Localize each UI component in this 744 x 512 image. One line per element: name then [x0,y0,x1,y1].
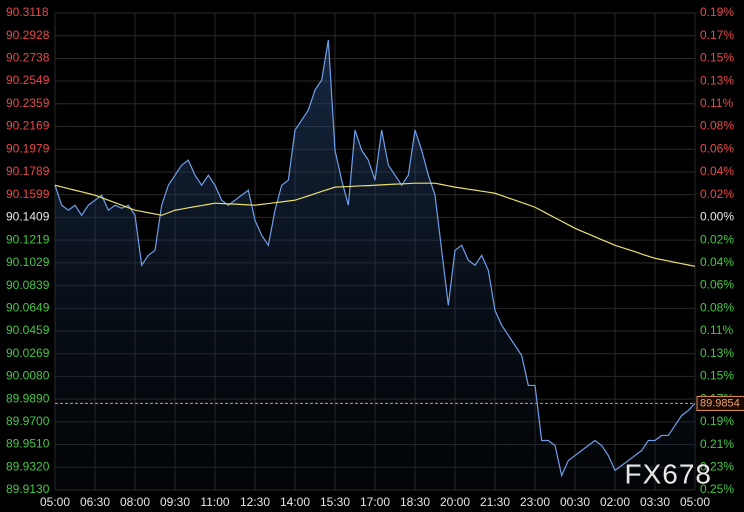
x-tick-label: 18:30 [400,495,430,509]
x-tick-label: 08:00 [120,495,150,509]
y-tick-label: 90.1979 [6,141,50,155]
y2-tick-label: 0.04% [700,255,734,269]
y2-tick-label: 0.19% [700,414,734,428]
y-tick-label: 90.0269 [6,346,50,360]
y2-tick-label: 0.21% [700,437,734,451]
x-tick-label: 02:00 [600,495,630,509]
y-tick-label: 90.0839 [6,278,50,292]
x-tick-label: 15:30 [320,495,350,509]
y-tick-label: 89.9890 [6,391,50,405]
y2-tick-label: 0.15% [700,51,734,65]
x-tick-label: 20:00 [440,495,470,509]
x-tick-label: 05:00 [680,495,710,509]
y2-tick-label: 0.00% [700,210,734,224]
y2-tick-label: 0.06% [700,141,734,155]
y2-tick-label: 0.11% [700,323,733,337]
plot [54,39,696,490]
y2-tick-label: 0.25% [700,482,734,496]
y2-tick-label: 0.13% [700,346,734,360]
y2-tick-label: 0.15% [700,369,734,383]
y-tick-label: 90.2549 [6,73,50,87]
y2-tick-label: 0.06% [700,278,734,292]
y2-tick-label: 0.04% [700,164,734,178]
price-line [54,39,696,478]
y2-tick-label: 0.08% [700,119,734,133]
average-line [54,182,696,267]
y-tick-label: 89.9320 [6,459,50,473]
y2-tick-label: 0.23% [700,459,734,473]
price-area [55,40,695,490]
x-tick-label: 06:30 [80,495,110,509]
last-price-label: 89.9854 [700,397,740,409]
y-tick-label: 89.9510 [6,437,50,451]
x-tick-label: 21:30 [480,495,510,509]
y2-tick-label: 0.11% [700,96,733,110]
x-tick-label: 14:00 [280,495,310,509]
y-tick-label: 90.1409 [6,210,50,224]
y2-tick-label: 0.13% [700,73,734,87]
watermark: FX678 [625,458,713,489]
y-tick-label: 90.1029 [6,255,50,269]
x-tick-label: 00:30 [560,495,590,509]
y-tick-label: 90.2359 [6,96,50,110]
y-tick-label: 90.3118 [6,5,49,19]
y2-tick-label: 0.02% [700,187,734,201]
x-tick-label: 03:30 [640,495,670,509]
x-tick-label: 23:00 [520,495,550,509]
y2-tick-label: 0.19% [700,5,734,19]
y-tick-label: 89.9700 [6,414,50,428]
y-tick-label: 90.2169 [6,119,50,133]
y-tick-label: 89.9130 [6,482,50,496]
y-tick-label: 90.2928 [6,28,50,42]
y2-tick-label: 0.08% [700,300,734,314]
x-tick-label: 11:00 [200,495,229,509]
y-tick-label: 90.1219 [6,232,50,246]
x-tick-label: 12:30 [240,495,270,509]
y2-tick-label: 0.02% [700,232,734,246]
y-tick-label: 90.0459 [6,323,50,337]
y-tick-label: 90.0080 [6,369,50,383]
y-tick-label: 90.0649 [6,300,50,314]
y2-tick-label: 0.17% [700,28,734,42]
x-tick-label: 09:30 [160,495,190,509]
y-tick-label: 90.2738 [6,51,50,65]
y-tick-label: 90.1599 [6,187,50,201]
last-price-box [696,395,744,411]
x-tick-label: 17:00 [360,495,390,509]
y-tick-label: 90.1789 [6,164,50,178]
axes: 90.3118 90.2928 90.2738 90.2549 90.2359 90.21… [6,5,744,509]
x-tick-label: 05:00 [40,495,70,509]
